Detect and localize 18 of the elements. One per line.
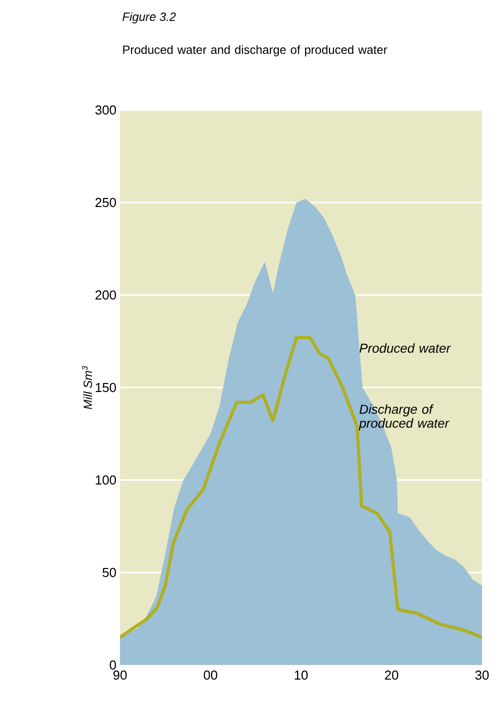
x-tick-label: 10 <box>294 670 308 680</box>
y-axis-title: Mill Sm$^{3}$ <box>82 366 92 410</box>
series-label: Produced water <box>360 343 451 353</box>
y-tick-label: 150 <box>96 382 116 392</box>
chart-title: Figure 3.2 <box>122 12 176 24</box>
y-tick-label: 250 <box>96 198 116 208</box>
y-tick-label: 0 <box>110 660 116 670</box>
y-tick-label: 300 <box>95 105 116 115</box>
series-label: Discharge of produced water <box>358 404 450 430</box>
y-tick-label: 100 <box>96 475 116 485</box>
x-tick-label: 30 <box>475 670 489 680</box>
y-tick-label: 50 <box>102 568 116 578</box>
x-tick-label: 00 <box>204 670 218 680</box>
y-tick-label: 200 <box>96 290 116 300</box>
x-tick-label: 20 <box>384 670 398 680</box>
chart-subtitle: Produced water and discharge of produced water <box>123 45 388 56</box>
line-series <box>120 336 482 639</box>
x-tick-label: 90 <box>113 670 127 680</box>
